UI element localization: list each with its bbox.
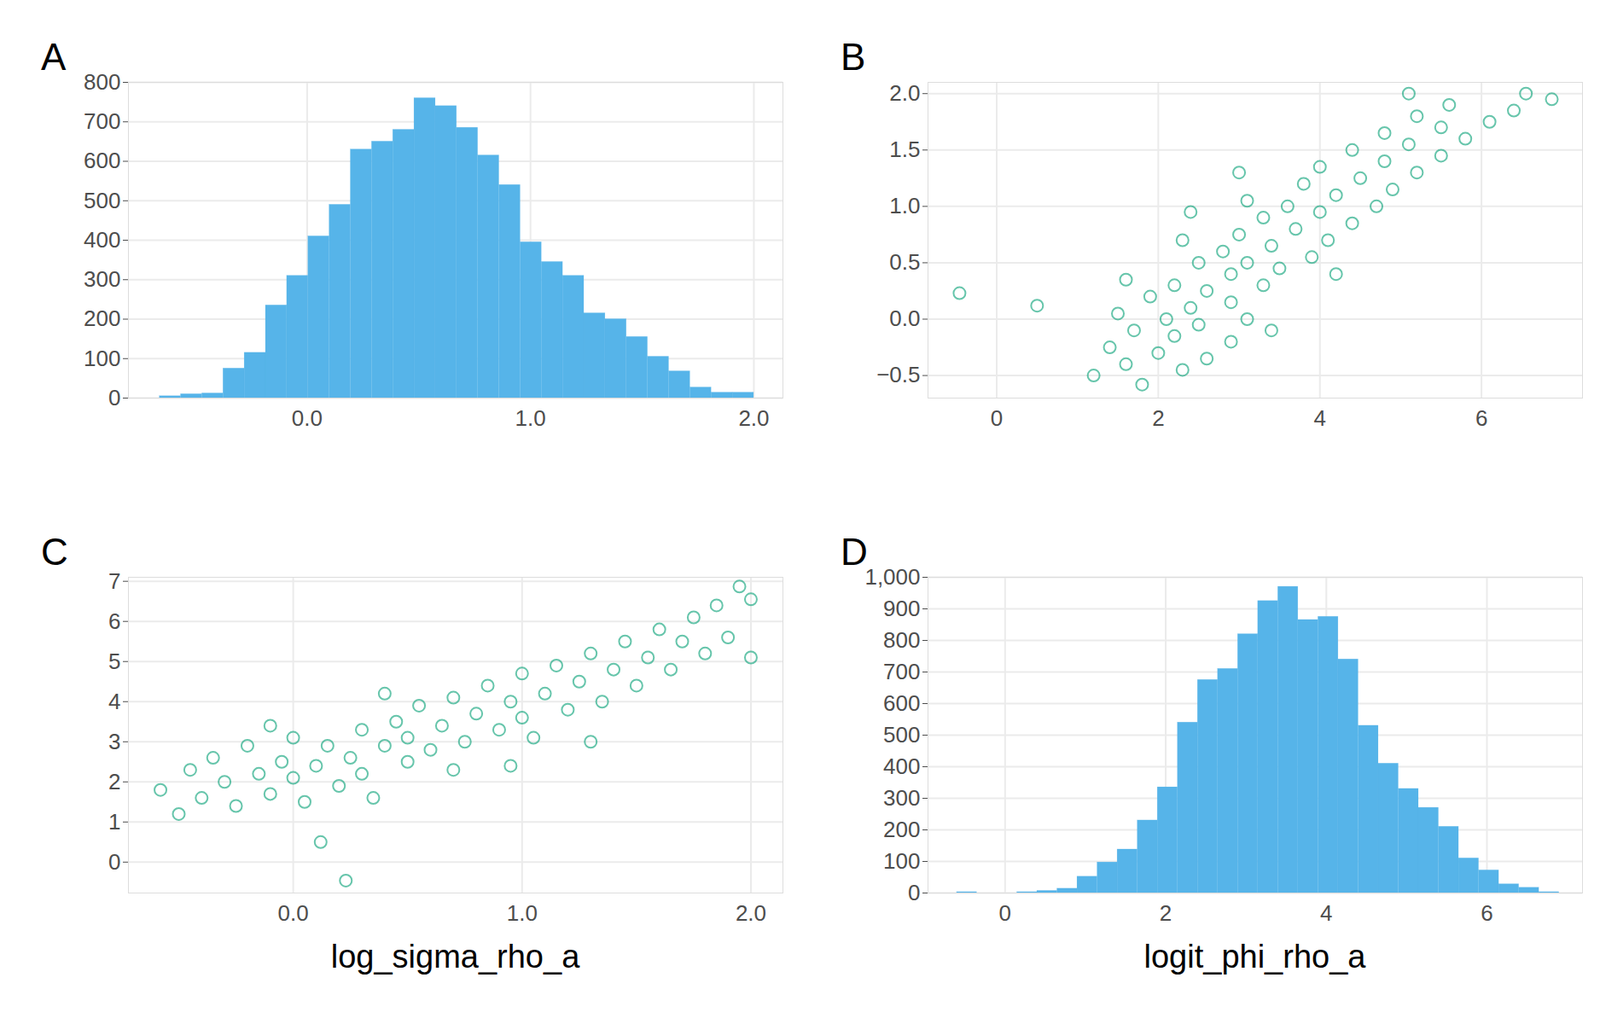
svg-text:1.0: 1.0 <box>506 900 538 926</box>
svg-text:0.0: 0.0 <box>889 305 920 332</box>
svg-text:6: 6 <box>108 608 121 635</box>
svg-text:2.0: 2.0 <box>889 80 920 106</box>
svg-text:0: 0 <box>108 849 121 875</box>
svg-text:900: 900 <box>883 595 920 622</box>
svg-text:800: 800 <box>883 627 920 653</box>
svg-text:500: 500 <box>83 187 121 214</box>
svg-text:0.0: 0.0 <box>291 405 323 431</box>
svg-text:300: 300 <box>883 785 920 811</box>
svg-text:600: 600 <box>83 147 121 174</box>
svg-text:2.0: 2.0 <box>738 405 769 431</box>
svg-text:6: 6 <box>1475 405 1488 431</box>
svg-text:100: 100 <box>883 848 920 874</box>
svg-text:−0.5: −0.5 <box>876 361 920 388</box>
svg-text:0: 0 <box>108 384 121 411</box>
svg-text:0: 0 <box>990 405 1003 431</box>
svg-text:1: 1 <box>108 808 121 835</box>
svg-text:5: 5 <box>108 648 121 675</box>
svg-text:1,000: 1,000 <box>864 564 920 590</box>
svg-text:7: 7 <box>108 568 121 594</box>
svg-text:0.5: 0.5 <box>889 249 920 275</box>
svg-text:2: 2 <box>1152 405 1164 431</box>
svg-text:2.0: 2.0 <box>735 900 767 926</box>
svg-text:700: 700 <box>883 658 920 685</box>
svg-text:100: 100 <box>83 345 121 372</box>
html-text:B: B <box>840 35 866 78</box>
svg-text:800: 800 <box>83 69 121 95</box>
svg-text:200: 200 <box>883 816 920 843</box>
html-text:log_sigma_rho_a: log_sigma_rho_a <box>330 938 580 975</box>
svg-text:3: 3 <box>108 728 121 755</box>
svg-text:400: 400 <box>883 753 920 780</box>
svg-text:0: 0 <box>907 879 920 906</box>
svg-text:600: 600 <box>883 690 920 716</box>
html-text:A: A <box>40 35 67 78</box>
svg-text:4: 4 <box>1314 405 1327 431</box>
svg-text:1.0: 1.0 <box>889 192 920 219</box>
svg-text:400: 400 <box>83 226 121 253</box>
svg-text:0: 0 <box>999 900 1012 926</box>
svg-text:2: 2 <box>1159 900 1172 926</box>
html-text:D: D <box>840 530 868 573</box>
svg-text:2: 2 <box>108 768 121 795</box>
svg-text:500: 500 <box>883 721 920 748</box>
html-text:C: C <box>40 530 69 573</box>
svg-text:300: 300 <box>83 266 121 292</box>
svg-text:700: 700 <box>83 108 121 134</box>
svg-text:1.0: 1.0 <box>515 405 547 431</box>
html-text:logit_phi_rho_a: logit_phi_rho_a <box>1143 938 1366 975</box>
svg-text:0.0: 0.0 <box>278 900 309 926</box>
svg-text:6: 6 <box>1480 900 1493 926</box>
svg-text:1.5: 1.5 <box>889 136 920 163</box>
svg-text:4: 4 <box>108 688 121 715</box>
svg-text:200: 200 <box>83 305 121 332</box>
svg-text:4: 4 <box>1320 900 1333 926</box>
